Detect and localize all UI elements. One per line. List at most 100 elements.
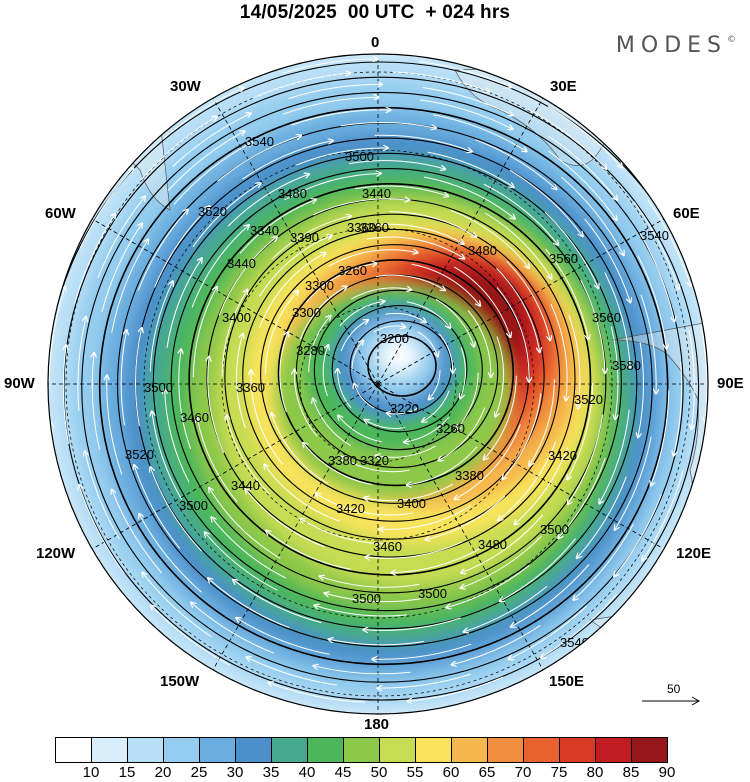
wind-arrow	[387, 407, 419, 414]
wind-arrow	[514, 447, 568, 524]
svg-text:3520: 3520	[125, 447, 154, 462]
colorbar-label: 60	[442, 764, 460, 781]
colorbar-label: 55	[406, 764, 424, 781]
wind-arrow	[349, 160, 445, 169]
wind-arrow	[408, 676, 504, 701]
lon-label-60e: 60E	[673, 205, 700, 222]
wind-arrow	[205, 532, 278, 591]
wind-arrow	[567, 382, 594, 480]
wind-arrow	[614, 494, 662, 577]
lon-label-150e: 150E	[549, 673, 585, 690]
contour-label: 3260	[436, 421, 465, 436]
contour-label: 3390	[290, 230, 319, 245]
colorbar-label: 15	[118, 764, 136, 781]
wind-arrow	[236, 334, 246, 429]
colorbar-label: 50	[370, 764, 388, 781]
svg-text:3320: 3320	[360, 453, 389, 468]
latitude-circle	[221, 227, 535, 541]
contour-label: 3360	[360, 220, 389, 235]
wind-arrow	[558, 457, 606, 538]
wind-arrow	[152, 412, 183, 500]
map-title: 14/05/2025 00 UTC + 024 hrs	[239, 2, 511, 23]
contour-label: 3400	[397, 496, 426, 511]
contour-label: 3480	[468, 243, 497, 258]
colorbar-swatch	[199, 737, 236, 763]
colorbar-label: 85	[622, 764, 640, 781]
contour-label: 3500	[144, 380, 173, 395]
wind-arrow	[246, 489, 325, 548]
wind-arrow	[325, 593, 421, 603]
colorbar-swatch	[127, 737, 164, 763]
height-contour	[224, 213, 561, 540]
wind-arrow	[467, 310, 491, 378]
wind-arrow	[79, 485, 125, 574]
colorbar-swatch	[595, 737, 632, 763]
svg-text:3390: 3390	[290, 230, 319, 245]
wind-arrow	[495, 336, 505, 417]
colorbar-label: 20	[154, 764, 172, 781]
colorbar-label: 70	[514, 764, 532, 781]
contour-label: 3520	[125, 447, 154, 462]
meridian-line	[83, 213, 379, 385]
wind-arrow	[107, 375, 123, 475]
svg-text:3480: 3480	[478, 537, 507, 552]
wind-arrow	[498, 441, 557, 521]
svg-text:3540: 3540	[560, 635, 589, 650]
wind-arrow	[640, 294, 656, 394]
wind-arrow	[674, 361, 683, 456]
wind-arrow	[77, 317, 86, 412]
contour-label: 3220	[390, 401, 419, 416]
wind-arrow	[173, 142, 252, 206]
svg-text:3380: 3380	[328, 453, 357, 468]
colorbar-swatch	[415, 737, 452, 763]
wind-arrow	[74, 214, 116, 304]
colorbar-swatch	[523, 737, 560, 763]
wind-arrow	[316, 493, 414, 516]
wind-arrow	[647, 199, 691, 286]
wind-arrow	[604, 272, 630, 368]
wind-arrow	[548, 150, 616, 220]
wind-scale: 50	[640, 682, 710, 712]
height-contour	[170, 168, 607, 594]
arrow-right-icon	[642, 696, 701, 706]
wind-arrow	[404, 417, 450, 443]
contour-label: 3540	[640, 228, 669, 243]
wind-arrow	[340, 122, 436, 129]
meridian-line	[377, 383, 673, 555]
colorbar-swatch	[343, 737, 380, 763]
wind-arrow	[259, 236, 332, 297]
wind-arrow	[149, 281, 173, 372]
contour-label: 3480	[278, 186, 307, 201]
height-contour	[367, 335, 437, 397]
wind-arrow	[599, 409, 630, 504]
wind-arrow	[151, 605, 230, 666]
colorbar-label: 80	[586, 764, 604, 781]
contour-label: 3500	[540, 522, 569, 537]
wind-arrow	[509, 169, 583, 236]
height-contour	[277, 259, 515, 487]
lon-label-30w: 30W	[170, 78, 201, 95]
svg-text:3500: 3500	[179, 498, 208, 513]
wind-arrow	[179, 349, 192, 450]
contour-label: 3340	[250, 223, 279, 238]
contour-label: 3520	[198, 204, 227, 219]
wind-arrow	[150, 467, 202, 552]
svg-text:3220: 3220	[390, 401, 419, 416]
wind-arrow	[452, 624, 541, 664]
lon-label-120w: 120W	[36, 545, 76, 562]
colorbar-swatch	[451, 737, 488, 763]
lon-label-180: 180	[364, 716, 390, 733]
contour-label: 3440	[362, 186, 391, 201]
wind-arrow	[208, 578, 290, 629]
wind-arrow	[172, 113, 251, 167]
wind-arrow	[340, 320, 368, 352]
wind-arrow	[484, 212, 552, 279]
svg-text:3540: 3540	[245, 134, 274, 149]
wind-arrow	[392, 71, 490, 92]
wind-arrow	[351, 341, 363, 371]
wind-arrow	[154, 206, 210, 288]
wind-arrow	[460, 347, 466, 399]
colorbar-label: 10	[82, 764, 100, 781]
svg-text:3560: 3560	[549, 251, 578, 266]
svg-text:3340: 3340	[250, 223, 279, 238]
